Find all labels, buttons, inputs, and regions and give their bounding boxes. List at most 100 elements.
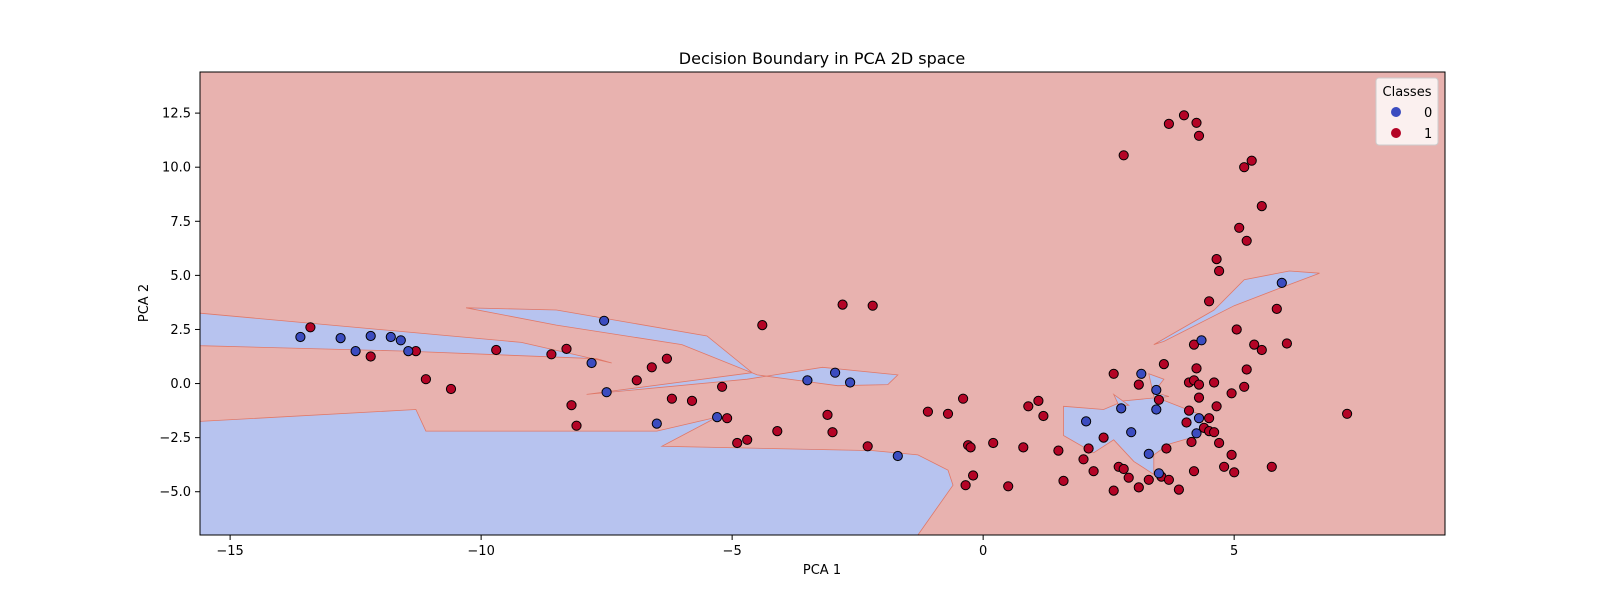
data-point-class-1 — [646, 362, 657, 373]
data-point-class-1 — [862, 441, 873, 452]
data-point-class-0 — [830, 367, 841, 378]
data-point-class-1 — [1193, 379, 1205, 390]
data-point-class-1 — [1078, 454, 1089, 465]
data-point-class-1 — [837, 299, 848, 310]
data-point-class-1 — [1163, 474, 1175, 485]
data-point-class-1 — [1188, 339, 1200, 350]
data-point-class-1 — [1239, 381, 1250, 392]
data-point-class-1 — [1186, 436, 1197, 448]
y-tick-label: 5.0 — [170, 269, 191, 284]
data-point-class-1 — [445, 383, 457, 395]
legend-marker-class-1 — [1391, 128, 1401, 138]
data-point-class-1 — [1226, 449, 1237, 460]
data-point-class-1 — [561, 343, 572, 354]
legend: Classes 0 1 — [1375, 77, 1439, 146]
data-point-class-1 — [1342, 408, 1353, 419]
data-point-class-1 — [1271, 303, 1282, 314]
x-tick-label: 5 — [1230, 544, 1238, 559]
data-point-class-0 — [1191, 428, 1202, 439]
data-point-class-1 — [867, 300, 878, 311]
data-point-class-1 — [1173, 484, 1185, 495]
data-point-class-1 — [1241, 235, 1252, 246]
data-point-class-0 — [1143, 448, 1154, 459]
data-point-class-1 — [571, 420, 582, 431]
data-point-class-1 — [1018, 442, 1029, 453]
x-tick-label: 0 — [979, 544, 987, 559]
decision-region-class-0 — [1153, 270, 1320, 345]
data-point-class-1 — [722, 413, 733, 424]
data-point-class-1 — [1153, 394, 1165, 405]
y-tick-label: 10.0 — [162, 161, 191, 176]
data-point-class-1 — [1161, 443, 1172, 454]
data-point-class-1 — [772, 426, 783, 437]
data-point-class-1 — [968, 470, 979, 481]
data-point-class-1 — [988, 437, 999, 449]
data-point-class-1 — [732, 437, 743, 449]
y-tick-label: 2.5 — [170, 323, 191, 338]
y-tick-label: −5.0 — [159, 485, 191, 500]
data-point-class-1 — [1143, 474, 1154, 485]
data-point-class-1 — [1234, 222, 1245, 233]
y-axis-label: PCA 2 — [137, 284, 152, 322]
decision-region-class-0 — [200, 409, 954, 535]
data-point-class-0 — [599, 315, 610, 326]
data-points — [295, 110, 1353, 496]
data-point-class-1 — [1191, 117, 1202, 128]
data-point-class-0 — [1151, 384, 1162, 396]
data-point-class-0 — [395, 335, 406, 346]
data-point-class-1 — [1118, 150, 1129, 161]
data-point-class-1 — [1003, 481, 1014, 492]
data-point-class-1 — [1219, 461, 1230, 472]
data-point-class-1 — [757, 320, 768, 331]
data-point-class-1 — [1098, 432, 1109, 443]
data-point-class-1 — [666, 393, 678, 404]
data-point-class-1 — [1256, 201, 1267, 212]
data-point-class-1 — [1083, 443, 1094, 454]
x-tick-label: −15 — [216, 544, 243, 559]
data-point-class-1 — [1118, 463, 1129, 475]
data-point-class-1 — [365, 351, 376, 362]
data-point-class-1 — [1108, 485, 1119, 496]
data-point-class-0 — [892, 450, 903, 462]
data-point-class-1 — [1183, 405, 1195, 416]
data-point-class-1 — [1158, 359, 1170, 370]
data-point-class-1 — [1181, 417, 1192, 428]
x-tick-label: −10 — [467, 544, 494, 559]
data-point-class-1 — [661, 353, 673, 364]
data-point-class-0 — [1136, 368, 1147, 379]
data-point-class-1 — [1023, 401, 1034, 412]
plot-area — [200, 72, 1445, 535]
x-axis-label: PCA 1 — [803, 563, 841, 578]
data-point-class-1 — [1123, 472, 1134, 483]
data-point-class-1 — [546, 349, 557, 360]
data-point-class-1 — [305, 322, 316, 333]
data-point-class-0 — [335, 333, 346, 344]
chart-title: Decision Boundary in PCA 2D space — [679, 49, 965, 68]
data-point-class-1 — [1209, 427, 1220, 438]
data-point-class-1 — [686, 395, 698, 406]
data-point-class-0 — [403, 346, 414, 357]
legend-box — [1375, 77, 1439, 146]
data-point-class-1 — [491, 344, 502, 356]
data-point-class-1 — [922, 406, 934, 417]
data-point-class-1 — [1191, 363, 1202, 374]
data-point-class-1 — [1214, 265, 1225, 277]
data-point-class-1 — [631, 375, 642, 386]
data-point-class-1 — [742, 434, 753, 445]
data-point-class-1 — [960, 480, 971, 491]
y-tick-label: 0.0 — [170, 377, 191, 392]
data-point-class-1 — [1211, 254, 1222, 265]
data-point-class-0 — [1276, 277, 1287, 288]
data-point-class-1 — [1178, 110, 1190, 121]
data-point-class-0 — [1081, 416, 1092, 427]
plot-frame — [199, 71, 1446, 536]
data-point-class-0 — [385, 331, 396, 343]
decision-region-class-0 — [466, 307, 899, 395]
data-point-class-0 — [350, 346, 361, 357]
data-point-class-1 — [1038, 410, 1049, 422]
data-point-class-1 — [1214, 437, 1225, 449]
data-point-class-1 — [1211, 401, 1222, 412]
data-point-class-0 — [802, 375, 813, 386]
